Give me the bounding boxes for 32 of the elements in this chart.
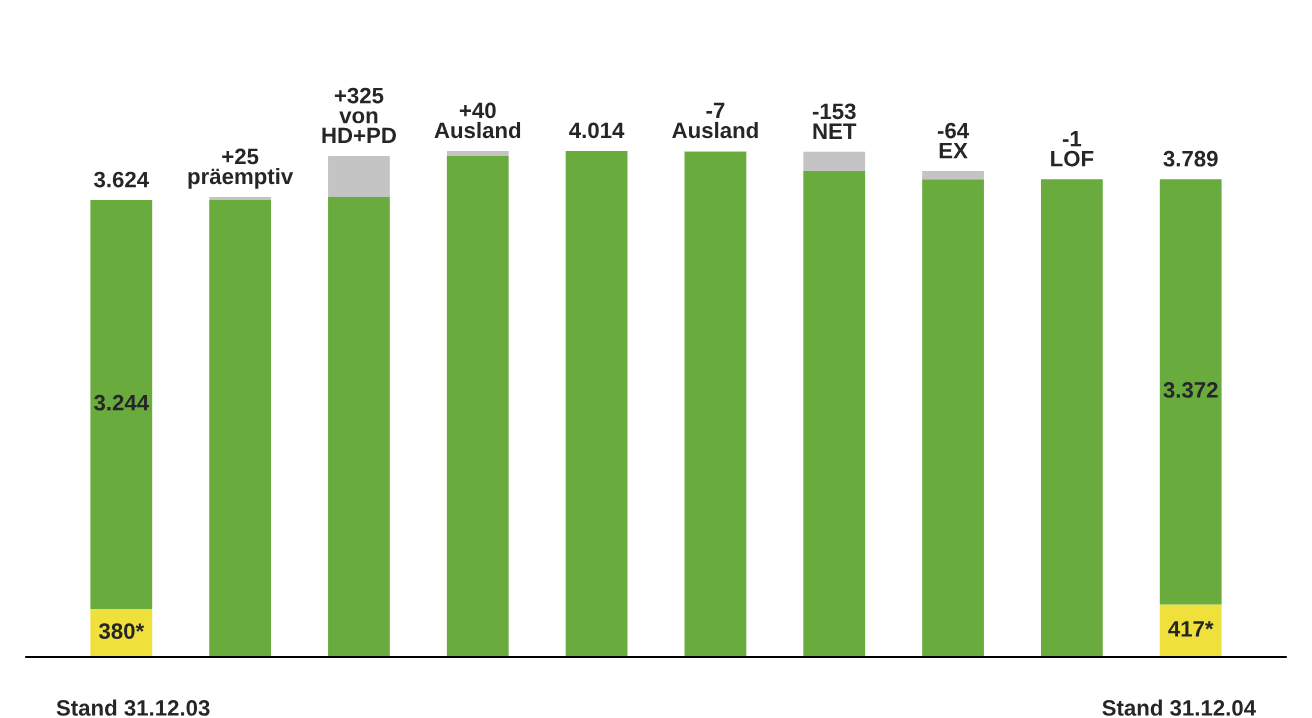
bar bbox=[446, 150, 509, 156]
bar bbox=[1159, 179, 1222, 605]
bar bbox=[684, 151, 747, 657]
bar bbox=[565, 150, 628, 657]
bar bbox=[803, 171, 866, 657]
annotation: +25 präemptiv bbox=[188, 148, 294, 189]
bar bbox=[328, 155, 390, 197]
data-label: 380* bbox=[98, 623, 145, 640]
total-label: 4.014 bbox=[569, 122, 625, 139]
x-tick-label: Stand 31.12.04 bbox=[1102, 699, 1256, 716]
annotation: -1 LOF bbox=[1051, 131, 1094, 167]
text: -7 Ausland bbox=[672, 102, 758, 139]
bar bbox=[922, 179, 984, 657]
bar bbox=[1040, 179, 1103, 657]
total-label: 3.789 bbox=[1163, 150, 1218, 167]
text: -153 NET bbox=[812, 103, 857, 139]
text: +40 Ausland bbox=[434, 102, 521, 139]
bar bbox=[1159, 604, 1222, 657]
data-label: 417* bbox=[1168, 621, 1214, 637]
bar bbox=[90, 200, 153, 610]
bar bbox=[922, 171, 984, 180]
bar bbox=[803, 151, 866, 172]
total-label: 3.624 bbox=[94, 171, 149, 188]
data-label: 3.372 bbox=[1163, 382, 1218, 398]
data-label: 3.244 bbox=[94, 394, 149, 411]
bar bbox=[446, 155, 509, 657]
text: +325 von HD+PD bbox=[322, 87, 396, 144]
annotation: -64 EX bbox=[937, 122, 969, 159]
x-tick-label: Stand 31.12.03 bbox=[56, 699, 210, 716]
bar bbox=[328, 196, 390, 657]
bar bbox=[209, 200, 272, 657]
bar bbox=[209, 196, 272, 201]
